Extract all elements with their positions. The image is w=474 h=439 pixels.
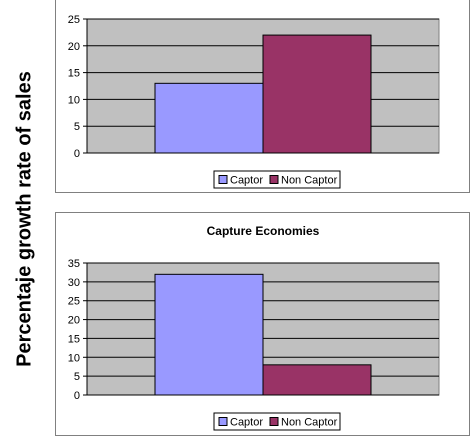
legend-swatch — [269, 417, 279, 426]
y-axis-label-container: Percentaje growth rate of sales — [0, 0, 50, 439]
chart-2-svg: Capture Economies 0 5 10 15 20 25 30 35 Captor Non… — [68, 224, 440, 431]
y-tick-label: 0 — [74, 390, 80, 402]
bar-captor — [154, 82, 264, 154]
legend-label: Non Captor — [281, 417, 338, 429]
chart-growth-rate: 0 5 10 15 20 25 Captor Non Captor — [55, 0, 470, 193]
y-tick-label: 20 — [68, 315, 80, 327]
legend-swatch — [269, 175, 279, 184]
y-tick-label: 0 — [74, 148, 80, 160]
legend-label: Captor — [230, 175, 263, 187]
chart-title: Capture Economies — [207, 224, 320, 238]
y-tick-label: 10 — [68, 352, 80, 364]
legend-label: Captor — [230, 417, 263, 429]
y-tick-label: 5 — [74, 121, 80, 133]
legend-label: Non Captor — [281, 175, 338, 187]
y-tick-label: 15 — [68, 333, 80, 345]
y-tick-label: 25 — [68, 14, 80, 26]
y-tick-label: 30 — [68, 277, 80, 289]
y-axis-label: Percentaje growth rate of sales — [13, 71, 36, 367]
chart-capture-economies: Capture Economies 0 5 10 15 20 25 30 35 Captor Non… — [55, 212, 470, 436]
y-tick-label: 25 — [68, 296, 80, 308]
bar-non-captor — [262, 34, 372, 154]
legend-swatch — [218, 417, 228, 426]
y-tick-label: 5 — [74, 371, 80, 383]
y-tick-label: 20 — [68, 41, 80, 53]
bar-non-captor — [262, 364, 372, 396]
y-tick-label: 15 — [68, 68, 80, 80]
y-tick-label: 35 — [68, 258, 80, 270]
chart-1-svg: 0 5 10 15 20 25 Captor Non Captor — [68, 14, 440, 189]
legend-swatch — [218, 175, 228, 184]
y-tick-label: 10 — [68, 94, 80, 106]
bar-captor — [154, 273, 264, 396]
